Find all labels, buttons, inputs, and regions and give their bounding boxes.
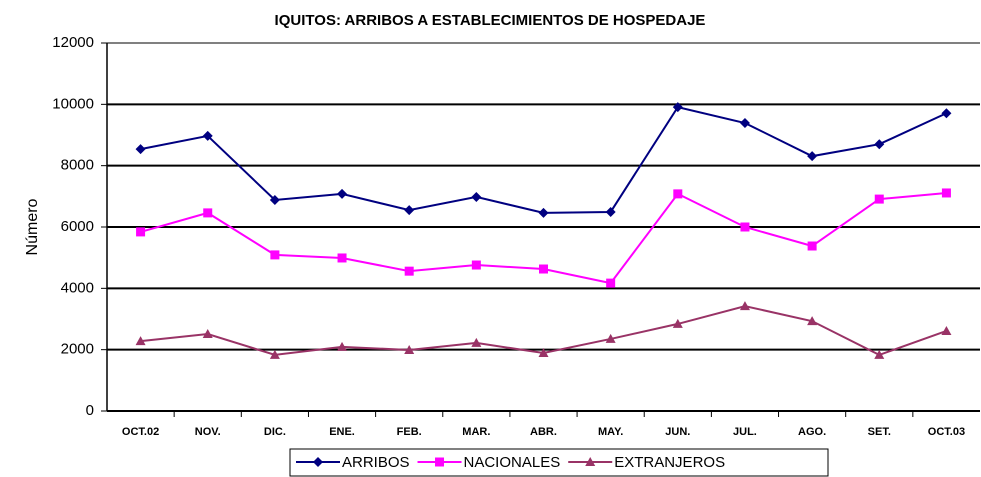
x-tick-label: DIC. — [264, 426, 286, 438]
legend-box — [289, 448, 829, 477]
marker — [807, 316, 818, 326]
marker — [807, 241, 817, 251]
marker — [605, 333, 616, 343]
marker — [606, 278, 616, 288]
marker — [807, 151, 818, 162]
marker — [739, 301, 750, 311]
chart-title: IQUITOS: ARRIBOS A ESTABLECIMIENTOS DE H… — [275, 12, 706, 29]
marker — [874, 194, 884, 204]
marker — [337, 188, 348, 199]
x-tick-label: JUN. — [665, 426, 690, 438]
marker — [874, 349, 885, 359]
marker — [404, 344, 415, 354]
legend-label: ARRIBOS — [342, 454, 410, 471]
marker — [203, 208, 213, 218]
marker — [605, 206, 616, 217]
marker — [740, 222, 750, 232]
marker — [471, 337, 482, 347]
marker — [585, 457, 596, 466]
x-tick-label: AGO. — [798, 426, 826, 438]
marker — [269, 349, 280, 359]
marker — [673, 189, 683, 199]
marker — [672, 318, 683, 328]
marker — [941, 325, 952, 335]
legend: ARRIBOS NACIONALES EXTRANJEROS — [289, 448, 829, 477]
marker — [337, 341, 348, 351]
marker — [404, 266, 414, 276]
marker — [135, 336, 146, 346]
x-tick-label: OCT.02 — [122, 426, 159, 438]
x-tick-label: SET. — [868, 426, 891, 438]
marker — [538, 348, 549, 358]
x-tick-label: JUL. — [733, 426, 757, 438]
marker — [135, 144, 146, 155]
x-tick-label: MAY. — [598, 426, 623, 438]
marker — [874, 139, 885, 150]
y-tick-label: 2000 — [61, 341, 94, 358]
marker — [539, 264, 548, 274]
marker — [202, 329, 213, 339]
marker — [941, 188, 951, 198]
marker — [538, 207, 549, 218]
y-tick-label: 6000 — [61, 218, 94, 235]
x-tick-label: NOV. — [195, 426, 221, 438]
y-tick-label: 12000 — [52, 34, 94, 51]
y-tick-label: 8000 — [61, 157, 94, 174]
marker — [471, 260, 481, 270]
y-tick-label: 4000 — [61, 279, 94, 296]
marker — [270, 250, 280, 260]
marker — [337, 253, 347, 263]
x-tick-label: OCT.03 — [928, 426, 965, 438]
legend-label: EXTRANJEROS — [614, 454, 725, 471]
series-line — [140, 305, 947, 356]
marker — [404, 205, 415, 216]
x-tick-label: FEB. — [397, 426, 422, 438]
marker — [435, 457, 445, 467]
legend-label: NACIONALES — [464, 454, 561, 471]
marker — [941, 108, 952, 119]
marker — [136, 227, 146, 237]
marker — [471, 191, 482, 202]
marker — [739, 118, 750, 129]
marker — [313, 457, 323, 467]
marker — [672, 102, 683, 113]
marker — [269, 195, 280, 206]
y-tick-label: 0 — [86, 402, 94, 419]
x-tick-label: MAR. — [462, 426, 490, 438]
y-axis-label: Número — [24, 198, 41, 255]
marker — [202, 130, 213, 141]
y-tick-label: 10000 — [52, 95, 94, 112]
x-tick-label: ABR. — [530, 426, 557, 438]
x-tick-label: ENE. — [329, 426, 355, 438]
series-line — [140, 105, 947, 214]
